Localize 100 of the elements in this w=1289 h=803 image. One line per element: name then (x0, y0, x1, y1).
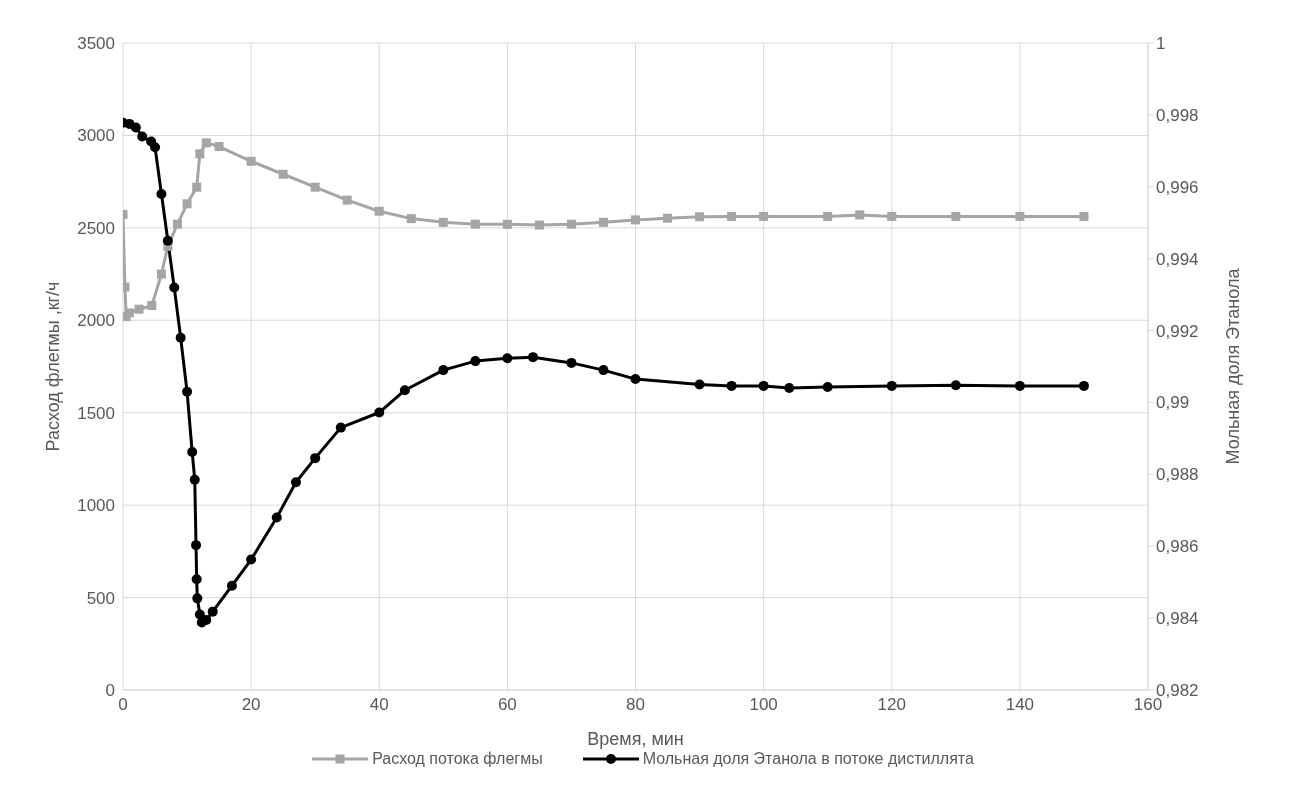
point (438, 365, 449, 376)
point (534, 220, 544, 230)
point (172, 219, 182, 229)
point (759, 211, 769, 221)
point (727, 211, 737, 221)
point (528, 352, 538, 363)
point (470, 356, 481, 367)
point (147, 301, 157, 310)
y-tick-label: 1500 (77, 403, 115, 423)
y-tick-label: 2500 (77, 218, 115, 238)
point (150, 142, 161, 153)
point (502, 219, 512, 229)
point (502, 353, 513, 364)
point (192, 593, 203, 604)
y2-tick-label: 0,992 (1156, 321, 1199, 341)
point (201, 138, 211, 148)
y2-tick-label: 0,984 (1156, 609, 1199, 629)
point (950, 380, 961, 391)
point (1014, 380, 1025, 391)
point (566, 357, 577, 368)
point (374, 407, 385, 418)
point (951, 211, 961, 221)
point (758, 380, 769, 391)
y2-tick-label: 0,988 (1156, 465, 1199, 485)
point (169, 282, 180, 293)
point (175, 332, 186, 343)
point (191, 540, 202, 551)
point (290, 477, 301, 488)
point (630, 374, 641, 385)
point (207, 606, 218, 617)
y2-tick-label: 0,99 (1156, 393, 1190, 413)
y-tick-label: 0 (105, 681, 115, 701)
point (192, 182, 202, 192)
point (182, 386, 193, 397)
point (784, 383, 795, 394)
y2-tick-label: 0,986 (1156, 537, 1199, 557)
y2-tick-label: 0,994 (1156, 249, 1199, 269)
x-tick-label: 0 (118, 695, 128, 715)
point (246, 156, 256, 166)
point (886, 380, 897, 391)
point (399, 385, 410, 396)
point (566, 219, 576, 229)
point (162, 235, 173, 246)
point (134, 304, 144, 314)
point (406, 214, 416, 224)
y-tick-label: 3500 (77, 34, 115, 54)
legend-label: Мольная доля Этанола в потоке дистиллята (642, 750, 974, 768)
point (438, 217, 448, 227)
point (855, 210, 865, 220)
point (694, 379, 705, 390)
y-tick-label: 500 (86, 588, 115, 608)
point (1015, 211, 1025, 221)
point (598, 217, 608, 227)
point (631, 215, 640, 225)
x-tick-label: 100 (749, 695, 778, 715)
point (226, 580, 237, 591)
point (470, 219, 480, 229)
point (822, 381, 833, 392)
y-tick-label: 2000 (77, 311, 115, 331)
y2-tick-label: 0,998 (1156, 105, 1199, 125)
point (598, 365, 609, 376)
point (1078, 380, 1089, 391)
x-axis-title: Время, мин (587, 729, 684, 749)
x-tick-label: 20 (241, 695, 261, 715)
y-tick-label: 3000 (77, 126, 115, 146)
y2-tick-label: 0,996 (1156, 177, 1199, 197)
point (156, 188, 167, 199)
x-tick-label: 80 (626, 695, 645, 715)
y2-axis-title: Мольная доля Этанола (1223, 267, 1244, 465)
point (374, 206, 384, 216)
y2-tick-label: 1 (1156, 34, 1166, 54)
point (191, 574, 202, 585)
point (130, 122, 141, 133)
y-tick-label: 1000 (77, 496, 115, 516)
point (1079, 211, 1089, 221)
point (310, 182, 320, 192)
point (189, 474, 200, 485)
point (335, 422, 346, 433)
x-tick-label: 140 (1005, 695, 1035, 715)
point (182, 199, 192, 209)
point (695, 212, 705, 222)
point (726, 380, 737, 391)
point (156, 269, 166, 279)
point (271, 512, 282, 523)
point (187, 447, 198, 458)
y-axis-title: Расход флегмы ,кг/ч (43, 281, 64, 452)
point (137, 131, 148, 142)
point (246, 554, 257, 565)
point (278, 169, 288, 179)
point (342, 195, 352, 205)
legend-label: Расход потока флегмы (372, 750, 543, 768)
x-tick-label: 60 (497, 695, 517, 715)
point (310, 453, 321, 464)
point (823, 211, 833, 221)
point (887, 211, 897, 221)
x-tick-label: 40 (369, 695, 389, 715)
point (195, 149, 205, 159)
x-tick-label: 120 (877, 695, 906, 715)
point (214, 142, 224, 152)
point (663, 213, 673, 223)
